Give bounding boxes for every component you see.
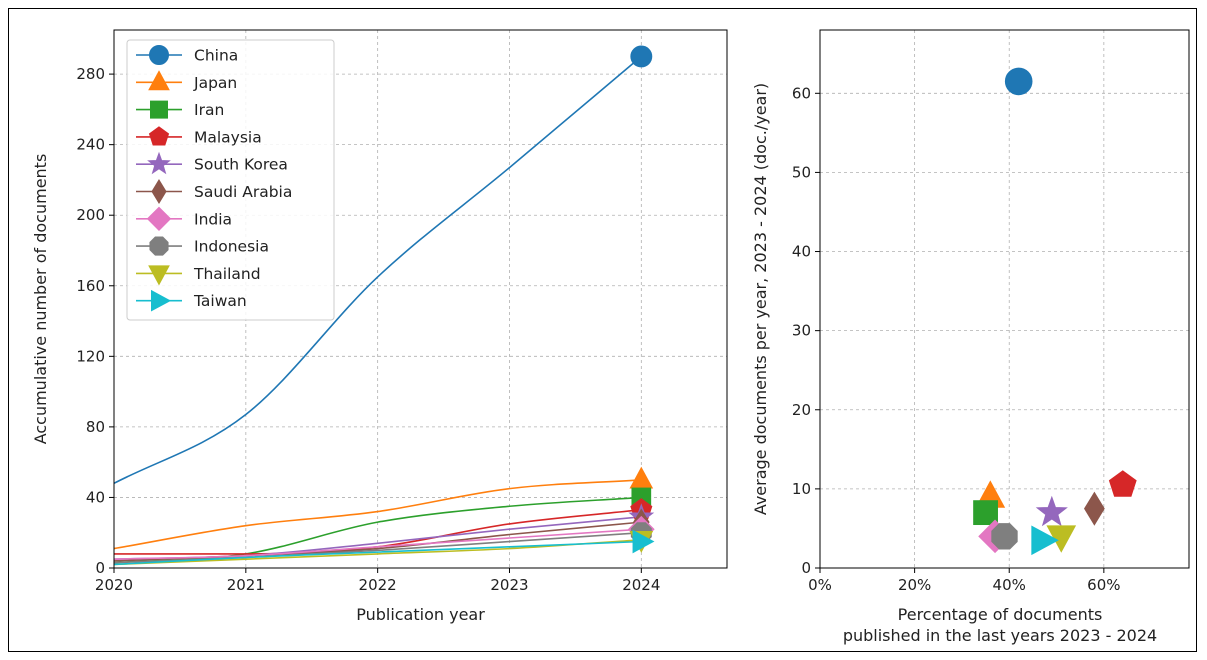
series-line-china	[113, 55, 642, 485]
legend-label: Iran	[194, 101, 224, 119]
right-y-axis-label: Average documents per year, 2023 - 2024 …	[751, 83, 770, 515]
left-x-axis-label: Publication year	[356, 605, 485, 624]
legend-marker	[146, 206, 172, 232]
legend-item-malaysia: Malaysia	[136, 126, 262, 146]
legend-marker	[149, 236, 169, 256]
legend-item-indonesia: Indonesia	[136, 236, 269, 256]
left-ytick-label: 0	[95, 559, 105, 577]
left-ytick-label: 200	[76, 206, 105, 224]
series-line-india	[113, 528, 642, 560]
left-xtick-label: 2020	[95, 576, 133, 594]
end-marker-china	[630, 45, 653, 68]
legend-item-japan: Japan	[136, 70, 237, 92]
left-ytick-label: 160	[76, 277, 105, 295]
left-ytick-label: 80	[86, 418, 105, 436]
left-xtick-label: 2021	[227, 576, 265, 594]
legend: China Japan Iran Malaysia South Korea Saudi A…	[126, 39, 335, 321]
legend-marker	[147, 151, 171, 175]
point-malaysia	[1108, 470, 1137, 497]
point-indonesia	[991, 523, 1018, 550]
legend-label: China	[194, 47, 238, 65]
left-y-axis-label: Accumulative number of documents	[31, 154, 50, 445]
point-south-korea	[1035, 495, 1068, 527]
end-marker-japan	[629, 466, 654, 489]
left-series-lines	[113, 55, 642, 566]
point-saudi-arabia	[1083, 491, 1105, 526]
legend-label: South Korea	[194, 156, 288, 174]
left-xtick-label: 2023	[490, 576, 528, 594]
legend-marker	[148, 70, 170, 91]
legend-marker	[150, 100, 168, 119]
left-xtick-label: 2024	[622, 576, 660, 594]
left-ytick-label: 120	[76, 347, 105, 365]
right-xtick-label: 0%	[808, 576, 832, 594]
legend-label: Malaysia	[194, 128, 262, 146]
right-ytick-label: 50	[792, 163, 811, 181]
series-line-thailand	[113, 538, 642, 566]
right-x-axis-label-line2: published in the last years 2023 - 2024	[843, 626, 1157, 645]
point-iran	[973, 500, 998, 526]
right-ytick-label: 10	[792, 480, 811, 498]
left-axes-frame	[113, 29, 728, 569]
left-chart: 2020 2021 2022 2023 2024 0 40 80 120 160 200 240 280…	[31, 29, 728, 624]
legend-item-saudi-arabia: Saudi Arabia	[136, 179, 292, 204]
right-ytick-label: 60	[792, 84, 811, 102]
left-ytick-label: 280	[76, 65, 105, 83]
legend-label: Taiwan	[193, 292, 247, 310]
legend-label: Indonesia	[194, 238, 269, 256]
right-ytick-label: 40	[792, 243, 811, 261]
series-line-japan	[113, 479, 642, 550]
right-scatter-points	[973, 67, 1137, 556]
point-china	[1004, 67, 1033, 96]
right-xtick-label: 60%	[1087, 576, 1120, 594]
legend-item-thailand: Thailand	[136, 265, 261, 286]
left-ytick-label: 40	[86, 488, 105, 506]
legend-item-taiwan: Taiwan	[136, 289, 247, 312]
legend-label: Thailand	[193, 265, 261, 283]
legend-label: Saudi Arabia	[194, 183, 292, 201]
legend-marker	[148, 265, 170, 286]
right-ytick-label: 20	[792, 401, 811, 419]
legend-marker	[148, 126, 170, 146]
legend-item-india: India	[136, 206, 232, 232]
right-xtick-label: 40%	[993, 576, 1026, 594]
series-line-taiwan	[113, 540, 642, 566]
right-ytick-label: 0	[801, 559, 811, 577]
left-xtick-label: 2022	[359, 576, 397, 594]
legend-marker	[149, 45, 169, 65]
left-ytick-label: 240	[76, 136, 105, 154]
legend-label: India	[194, 210, 232, 228]
left-end-markers	[627, 45, 655, 554]
right-axes-frame	[819, 29, 1190, 569]
right-ytick-label: 30	[792, 322, 811, 340]
legend-marker	[151, 289, 172, 312]
end-marker-taiwan	[632, 529, 655, 554]
legend-item-iran: Iran	[136, 100, 224, 119]
legend-item-south-korea: South Korea	[136, 151, 288, 175]
legend-item-china: China	[136, 45, 238, 65]
legend-marker	[151, 179, 167, 204]
right-x-axis-label: Percentage of documents	[898, 605, 1103, 624]
legend-label: Japan	[193, 74, 237, 92]
point-taiwan	[1031, 525, 1059, 556]
right-xtick-label: 20%	[898, 576, 931, 594]
right-chart: 0% 20% 40% 60% 0 10 20 30 40 50 60 Percentage of do…	[751, 29, 1190, 645]
